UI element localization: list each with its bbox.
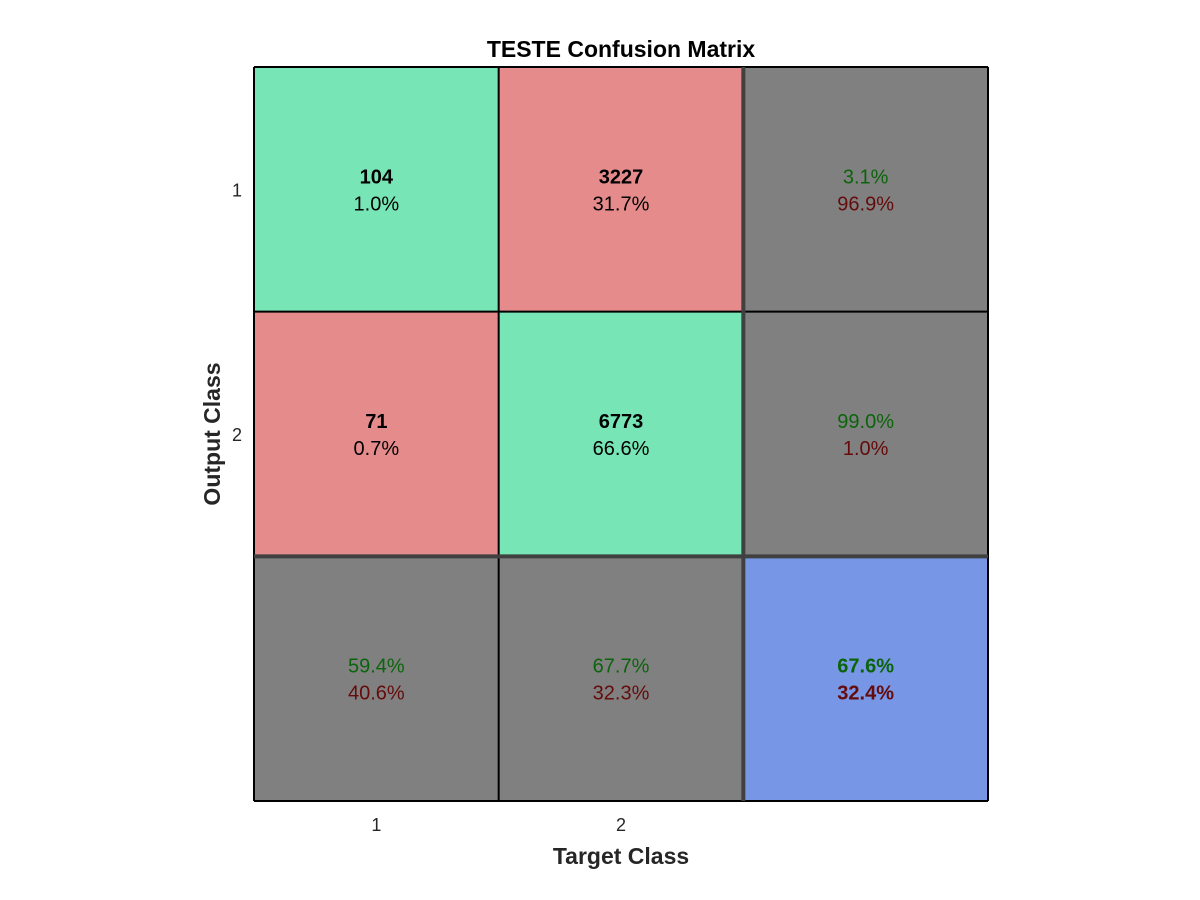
row-summary-cell-1-top-label: 3.1% xyxy=(843,166,889,188)
matrix-cell-1-1-bottom-label: 1.0% xyxy=(354,193,400,215)
x-tick-label-1: 1 xyxy=(371,815,381,835)
column-summary-cell-1 xyxy=(254,556,499,801)
column-summary-cell-1-bottom-label: 40.6% xyxy=(348,683,405,705)
axis-ticks: 1 2 1 2 xyxy=(232,180,626,835)
column-summary-cell-2 xyxy=(498,556,744,801)
matrix-cell-2-1 xyxy=(254,311,499,557)
row-summary-cell-2-top-label: 99.0% xyxy=(837,411,894,433)
matrix-cell-2-1-top-label: 71 xyxy=(365,411,387,433)
matrix-cell-1-1 xyxy=(254,67,499,312)
x-tick-label-2: 2 xyxy=(616,815,626,835)
column-summary-cell-1-top-label: 59.4% xyxy=(348,656,405,678)
matrix-cell-2-2-top-label: 6773 xyxy=(599,411,644,433)
overall-accuracy-cell-top-label: 67.6% xyxy=(837,656,894,678)
row-summary-cell-1 xyxy=(743,67,988,312)
column-summary-cell-2-top-label: 67.7% xyxy=(593,656,650,678)
matrix-grid xyxy=(253,66,989,802)
x-axis-label: Target Class xyxy=(553,843,689,869)
matrix-cell-1-1-top-label: 104 xyxy=(360,166,394,188)
overall-accuracy-cell xyxy=(743,556,988,801)
column-summary-cell-2-bottom-label: 32.3% xyxy=(593,683,650,705)
y-tick-label-1: 1 xyxy=(232,180,242,200)
matrix-cell-labels: 104 1.0% 3227 31.7% 3.1% 96.9% 71 0.7% 6773 66.6%… xyxy=(348,166,894,704)
y-tick-label-2: 2 xyxy=(232,425,242,445)
y-axis-label: Output Class xyxy=(199,362,225,505)
matrix-cell-2-2 xyxy=(498,311,744,557)
matrix-cells xyxy=(254,67,988,801)
chart-title: TESTE Confusion Matrix xyxy=(487,36,756,62)
matrix-cell-1-2-top-label: 3227 xyxy=(599,166,644,188)
overall-accuracy-cell-bottom-label: 32.4% xyxy=(837,683,894,705)
row-summary-cell-2-bottom-label: 1.0% xyxy=(843,438,889,460)
matrix-cell-1-2-bottom-label: 31.7% xyxy=(593,193,650,215)
row-summary-cell-1-bottom-label: 96.9% xyxy=(837,193,894,215)
matrix-cell-1-2 xyxy=(498,67,744,312)
matrix-cell-2-1-bottom-label: 0.7% xyxy=(354,438,400,460)
matrix-cell-2-2-bottom-label: 66.6% xyxy=(593,438,650,460)
row-summary-cell-2 xyxy=(743,311,988,557)
